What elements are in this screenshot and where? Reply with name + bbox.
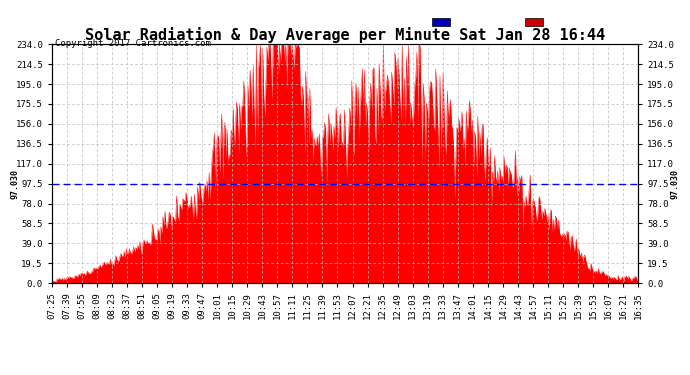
Text: 97.030: 97.030 (671, 169, 680, 199)
Text: Copyright 2017 Cartronics.com: Copyright 2017 Cartronics.com (55, 39, 211, 48)
Text: 97.030: 97.030 (10, 169, 19, 199)
Legend: Median (w/m2), Radiation (w/m2): Median (w/m2), Radiation (w/m2) (430, 16, 633, 29)
Title: Solar Radiation & Day Average per Minute Sat Jan 28 16:44: Solar Radiation & Day Average per Minute… (85, 27, 605, 43)
